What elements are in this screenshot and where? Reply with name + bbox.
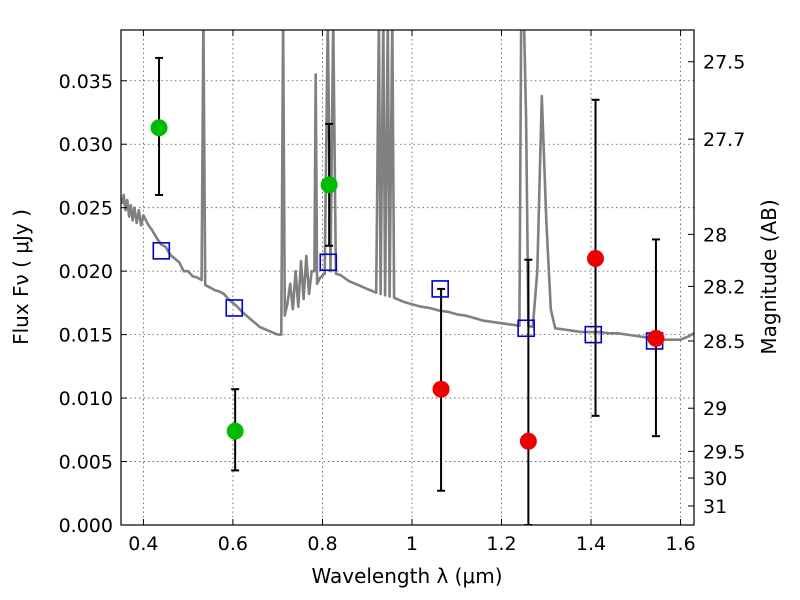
x-tick-label: 1.6 xyxy=(665,533,695,555)
right-tick-label: 29.5 xyxy=(703,441,745,463)
y-tick-label: 0.025 xyxy=(59,198,113,220)
red-point xyxy=(432,380,450,398)
model-square xyxy=(431,280,449,298)
right-tick-label: 28.2 xyxy=(703,276,745,298)
y-tick-label: 0.030 xyxy=(59,134,113,156)
right-tick-label: 28 xyxy=(703,224,727,246)
y-tick-label: 0.005 xyxy=(59,452,113,474)
y-axis-label-right: Magnitude (AB) xyxy=(757,199,781,354)
y-tick-label: 0.010 xyxy=(59,388,113,410)
y-tick-label: 0.000 xyxy=(59,515,113,537)
plot-background xyxy=(121,30,694,525)
green-point xyxy=(226,422,244,440)
y-tick-label: 0.015 xyxy=(59,325,113,347)
x-tick-label: 1.4 xyxy=(576,533,606,555)
spectrum-line xyxy=(121,30,694,341)
red-point xyxy=(587,249,605,267)
y-tick-label: 0.035 xyxy=(59,71,113,93)
y-tick-label: 0.020 xyxy=(59,261,113,283)
x-tick-label: 1 xyxy=(406,533,418,555)
right-tick-label: 30 xyxy=(703,468,727,490)
right-tick-label: 31 xyxy=(703,496,727,518)
model-square xyxy=(319,253,338,272)
right-tick-label: 29 xyxy=(703,398,727,420)
axis-ticks xyxy=(121,30,694,526)
x-axis-label: Wavelength λ (μm) xyxy=(311,564,502,588)
model-square xyxy=(152,242,171,260)
x-tick-label: 0.4 xyxy=(128,533,158,555)
model-square xyxy=(517,319,535,338)
green-point xyxy=(320,176,338,194)
red-point xyxy=(519,432,537,450)
right-tick-label: 27.7 xyxy=(703,129,745,151)
right-tick-label: 27.5 xyxy=(703,52,745,74)
plot-frame xyxy=(120,29,695,526)
y-axis-label: Flux Fν ( μJy ) xyxy=(9,209,33,345)
x-tick-label: 0.6 xyxy=(218,533,248,555)
plot-area xyxy=(121,30,694,525)
red-point xyxy=(647,329,665,347)
x-tick-label: 0.8 xyxy=(307,533,337,555)
tick-labels: 0.4 0.6 0.8 1 1.2 1.4 1.6 0.000 0.005 0.010 0.015 0… xyxy=(59,52,746,555)
right-tick-label: 28.5 xyxy=(703,331,745,353)
model-square xyxy=(584,325,603,344)
green-point xyxy=(150,119,168,137)
x-tick-label: 1.2 xyxy=(486,533,516,555)
model-square xyxy=(225,299,244,317)
